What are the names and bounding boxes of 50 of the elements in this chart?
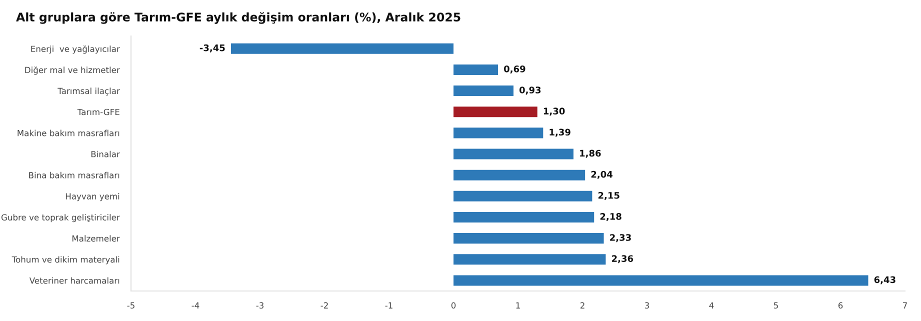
data-label: 2,36 <box>612 255 634 264</box>
y-tick-label: Diğer mal ve hizmetler <box>25 66 120 75</box>
y-tick-label: Tarımsal ilaçlar <box>58 88 120 96</box>
bar <box>454 254 606 265</box>
y-tick-label: Veteriner harcamaları <box>29 277 120 284</box>
y-tick-label: Enerji ve yağlayıcılar <box>31 45 120 54</box>
y-tick-label: Tarım-GFE <box>77 108 120 116</box>
bar <box>454 64 498 75</box>
data-label: 2,33 <box>610 234 631 242</box>
x-tick-label: -4 <box>192 302 200 308</box>
x-tick-label: 3 <box>644 302 649 309</box>
bar <box>454 86 514 96</box>
data-label: 2,18 <box>600 213 622 222</box>
bar <box>454 212 594 223</box>
data-label: 0,93 <box>519 86 541 95</box>
x-tick-label: 6 <box>838 302 843 309</box>
data-label: 0,69 <box>504 66 526 74</box>
y-tick-label: Bina bakım masrafları <box>29 172 120 178</box>
x-tick-label: -3 <box>256 302 264 309</box>
y-tick-label: Binalar <box>91 150 120 158</box>
y-tick-label: Tohum ve dikim materyali <box>12 256 120 264</box>
y-tick-label: Makine bakım masrafları <box>18 130 120 136</box>
bar <box>454 233 604 244</box>
x-tick-label: 2 <box>580 302 584 308</box>
bar <box>454 148 574 160</box>
bar <box>454 275 868 286</box>
bar <box>454 106 538 118</box>
data-label: 1,86 <box>580 150 601 158</box>
data-label: 2,04 <box>591 170 612 179</box>
x-tick-label: 7 <box>903 302 907 308</box>
bar <box>454 190 592 202</box>
chart-title: Alt gruplara göre Tarım-GFE aylık değişim oranları (%), Aralık 2025 <box>16 12 460 24</box>
x-tick-label: -5 <box>127 302 134 309</box>
x-tick-label: -1 <box>385 302 392 308</box>
x-tick-label: -2 <box>320 302 328 308</box>
x-tick-label: 5 <box>774 302 778 309</box>
data-label: 1,39 <box>550 128 570 137</box>
y-tick-label: Malzemeler <box>72 235 120 242</box>
data-label: -3,45 <box>200 44 225 52</box>
x-tick-label: 4 <box>709 302 714 308</box>
y-tick-label: Gubre ve toprak geliştiriciler <box>1 214 120 222</box>
data-label: 2,15 <box>598 192 620 200</box>
bar <box>454 170 586 180</box>
x-tick-label: 1 <box>516 302 520 308</box>
bar <box>454 128 544 138</box>
data-label: 6,43 <box>874 276 896 284</box>
x-tick-label: 0 <box>451 302 456 309</box>
data-label: 1,30 <box>544 108 565 116</box>
bar <box>230 43 454 54</box>
y-tick-label: Hayvan yemi <box>66 193 120 202</box>
